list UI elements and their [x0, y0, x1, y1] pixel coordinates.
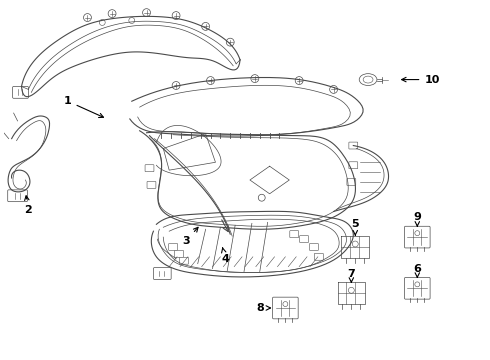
- Circle shape: [295, 77, 303, 85]
- FancyBboxPatch shape: [347, 179, 356, 185]
- Circle shape: [108, 10, 116, 18]
- Circle shape: [202, 22, 210, 30]
- Circle shape: [348, 287, 354, 293]
- FancyBboxPatch shape: [349, 162, 358, 169]
- Text: 10: 10: [402, 75, 440, 85]
- Circle shape: [172, 12, 180, 19]
- Ellipse shape: [359, 74, 377, 85]
- Circle shape: [283, 302, 288, 306]
- Circle shape: [258, 194, 265, 201]
- FancyBboxPatch shape: [179, 257, 188, 264]
- FancyBboxPatch shape: [315, 253, 323, 260]
- Circle shape: [99, 19, 105, 26]
- FancyBboxPatch shape: [405, 278, 430, 299]
- Circle shape: [172, 82, 180, 89]
- Text: 9: 9: [414, 212, 421, 226]
- FancyBboxPatch shape: [153, 267, 171, 279]
- FancyBboxPatch shape: [147, 181, 156, 188]
- Text: 7: 7: [347, 269, 355, 282]
- Text: 5: 5: [351, 219, 359, 235]
- FancyBboxPatch shape: [300, 236, 309, 243]
- Ellipse shape: [363, 76, 373, 83]
- FancyBboxPatch shape: [310, 243, 318, 251]
- Circle shape: [415, 231, 420, 236]
- Circle shape: [251, 75, 259, 82]
- Text: 8: 8: [256, 303, 270, 313]
- FancyBboxPatch shape: [349, 142, 358, 149]
- Circle shape: [83, 14, 92, 22]
- Text: 6: 6: [414, 264, 421, 277]
- FancyBboxPatch shape: [290, 231, 299, 238]
- FancyBboxPatch shape: [13, 86, 28, 98]
- Text: 2: 2: [24, 196, 32, 215]
- FancyBboxPatch shape: [169, 243, 177, 251]
- Circle shape: [415, 282, 420, 287]
- FancyBboxPatch shape: [272, 297, 298, 319]
- Circle shape: [226, 38, 234, 46]
- Circle shape: [129, 18, 135, 23]
- Circle shape: [352, 241, 358, 247]
- Circle shape: [143, 9, 150, 17]
- FancyBboxPatch shape: [8, 190, 27, 202]
- FancyBboxPatch shape: [174, 251, 183, 257]
- FancyBboxPatch shape: [405, 226, 430, 248]
- Text: 3: 3: [182, 227, 198, 246]
- Text: 4: 4: [221, 248, 229, 264]
- Circle shape: [330, 85, 338, 93]
- Circle shape: [207, 77, 215, 85]
- Text: 1: 1: [64, 96, 103, 117]
- FancyBboxPatch shape: [145, 165, 154, 172]
